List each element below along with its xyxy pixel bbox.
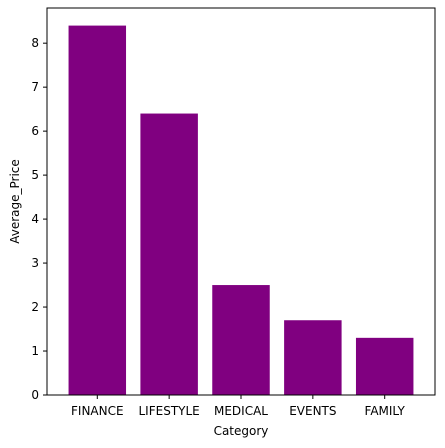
x-axis-ticks: FINANCE LIFESTYLE MEDICAL EVENTS FAMILY [71, 395, 406, 418]
y-tick-label: 2 [31, 300, 39, 314]
y-tick-label: 3 [31, 256, 39, 270]
x-tick-label: EVENTS [289, 404, 336, 418]
bar-medical [212, 285, 270, 395]
bar-finance [68, 25, 127, 395]
y-tick-label: 1 [31, 344, 39, 358]
y-tick-label: 6 [31, 124, 39, 138]
y-tick-label: 5 [31, 168, 39, 182]
bars-group [68, 25, 414, 395]
y-axis-label: Average_Price [8, 159, 22, 244]
y-tick-label: 4 [31, 212, 39, 226]
y-tick-label: 7 [31, 80, 39, 94]
bar-lifestyle [140, 113, 198, 395]
x-tick-label: MEDICAL [214, 404, 268, 418]
x-axis-label: Category [214, 424, 269, 438]
y-tick-label: 8 [31, 36, 39, 50]
x-tick-label: FAMILY [365, 404, 406, 418]
y-tick-label: 0 [31, 388, 39, 402]
x-tick-label: LIFESTYLE [139, 404, 200, 418]
bar-family [355, 337, 414, 395]
bar-events [284, 320, 342, 395]
x-tick-label: FINANCE [71, 404, 124, 418]
y-axis-ticks: 0 1 2 3 4 5 6 7 8 [31, 36, 47, 402]
